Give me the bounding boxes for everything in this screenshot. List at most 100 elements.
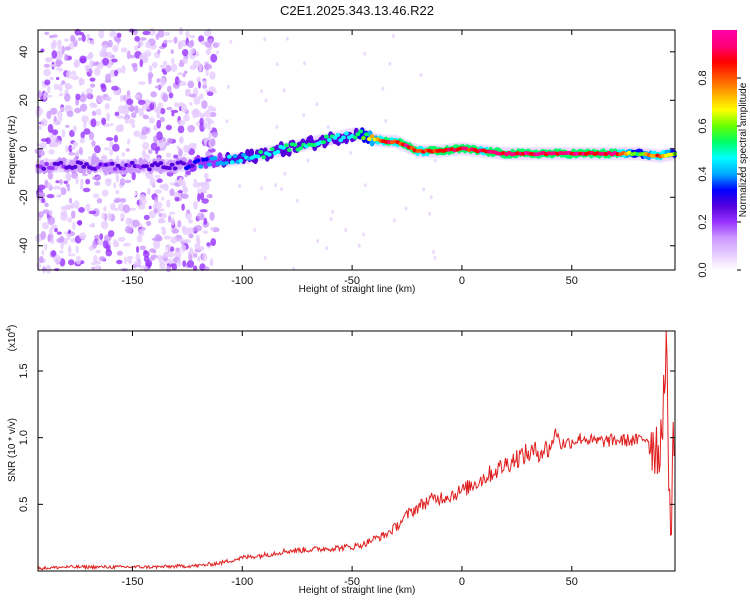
spectrogram-noise-blob	[160, 77, 166, 87]
spectrogram-noise-blob	[170, 63, 178, 72]
spectrogram-noise-blob	[174, 76, 180, 85]
spectrogram-noise-blob	[95, 108, 102, 116]
spectrogram-noise-blob	[61, 129, 66, 138]
spectrogram-noise-blob	[225, 119, 229, 124]
spectrogram-noise-blob	[49, 76, 54, 81]
spectrogram-noise-blob	[187, 189, 195, 194]
spectrogram-noise-blob	[204, 41, 212, 48]
spectrogram-noise-blob	[182, 73, 186, 78]
spectrogram-noise-blob	[207, 121, 211, 130]
spectrogram-ridge-core	[338, 138, 344, 143]
spectrogram-noise-blob	[98, 29, 105, 39]
spectrogram-noise-blob	[50, 227, 54, 231]
spectrogram-noise-blob	[46, 94, 53, 98]
spectrogram-noise-blob	[192, 60, 201, 68]
snr-exponent-power: 4	[6, 328, 13, 332]
spectrogram-noise-blob	[159, 208, 165, 212]
spectrogram-noise-blob	[178, 62, 185, 67]
spectrogram-noise-blob	[78, 147, 83, 156]
spectrogram-noise-blob	[199, 192, 205, 201]
spectrogram-noise-blob	[79, 137, 86, 144]
spectrogram-noise-blob	[182, 227, 190, 235]
spectrogram-noise-blob	[107, 212, 112, 221]
spectrogram-noise-blob	[157, 49, 161, 54]
spectrogram-noise-blob	[64, 38, 69, 42]
spectrogram-noise-blob	[166, 243, 171, 251]
spectrogram-noise-blob	[132, 191, 137, 197]
spectrogram-noise-blob	[57, 39, 62, 48]
spectrogram-noise-blob	[85, 203, 91, 212]
spectrogram-noise-blob	[197, 212, 201, 217]
colorbar-label: Normalized spectral amplitude	[738, 82, 749, 217]
spectrogram-noise-blob	[141, 126, 150, 135]
spectrogram-noise-blob	[205, 178, 212, 182]
colorbar-tick-label: 0.8	[697, 70, 709, 85]
spectrogram-noise-blob	[91, 140, 96, 147]
spectrogram-noise-blob	[182, 260, 187, 267]
spectrogram-noise-blob	[138, 228, 145, 237]
spectrogram-noise-blob	[114, 69, 119, 77]
spectrogram-noise-blob	[181, 49, 189, 57]
spectrogram-noise-blob	[81, 115, 89, 123]
spectrogram-noise-blob	[63, 227, 69, 233]
spectrogram-noise-blob	[206, 242, 211, 247]
spectrogram-noise-blob	[88, 131, 95, 141]
spectrogram-noise-blob	[126, 98, 134, 106]
spectrogram-noise-blob	[65, 104, 71, 110]
spectrogram-noise-blob	[160, 226, 166, 231]
spectrogram-ridge-body	[106, 164, 112, 173]
spectrogram-noise-blob	[133, 260, 142, 266]
spectrogram-noise-blob	[199, 209, 208, 213]
spectrogram-ridge-core	[84, 162, 89, 167]
spectrogram-noise-blob	[142, 142, 150, 150]
spectrogram-noise-blob	[46, 194, 55, 199]
spectrogram-noise-blob	[68, 152, 76, 156]
spectrogram-noise-blob	[126, 50, 131, 60]
spectrogram-noise-blob	[165, 152, 172, 158]
spectrogram-noise-blob	[60, 106, 65, 112]
spectrogram-noise-blob	[163, 39, 168, 45]
spectrogram-noise-blob	[198, 68, 202, 73]
spectrogram-noise-blob	[121, 65, 126, 74]
spectrogram-noise-blob	[56, 76, 60, 81]
spectrogram-ridge-core	[332, 135, 338, 140]
spectrogram-noise-blob	[143, 50, 150, 58]
spectrogram-noise-blob	[139, 245, 146, 251]
spectrogram-noise-blob	[129, 105, 135, 112]
spectrogram-noise-blob	[161, 228, 167, 236]
spectrogram-noise-blob	[204, 110, 212, 118]
spectrogram-noise-blob	[40, 118, 48, 127]
spectrogram-noise-blob	[280, 187, 284, 192]
spectrogram-noise-blob	[113, 134, 119, 143]
snr-series-line	[37, 330, 675, 571]
spectrogram-noise-blob	[45, 264, 52, 274]
spectrogram-noise-blob	[158, 217, 165, 223]
spectrogram-noise-blob	[132, 219, 140, 227]
spectrogram-noise-blob	[102, 57, 110, 66]
figure-title: C2E1.2025.343.13.46.R22	[280, 3, 434, 18]
spectrogram-ridge-core	[364, 132, 369, 137]
spectrogram-y-ticks: 40 20 0 -20 -40	[18, 46, 675, 254]
spectrogram-noise-blob	[68, 144, 73, 153]
spectrogram-noise-blob	[198, 81, 201, 89]
spectrogram-noise-blob	[91, 261, 97, 266]
spectrogram-noise-blob	[41, 249, 45, 256]
spectrogram-noise-blob	[422, 187, 426, 192]
spectrogram-noise-blob	[64, 46, 71, 51]
spectrogram-noise-blob	[145, 220, 152, 226]
spectrogram-noise-blob	[44, 243, 48, 251]
spectrogram-noise-blob	[54, 227, 58, 233]
spectrogram-ridge-core	[109, 161, 115, 166]
spectrogram-ridge-core	[361, 136, 366, 140]
spectrogram-noise-blob	[64, 93, 71, 102]
spectrogram-noise-blob	[209, 211, 215, 221]
spectrogram-noise-blob	[184, 173, 188, 178]
spectrogram-noise-blob	[95, 61, 100, 65]
spectrogram-noise-blob	[165, 124, 172, 131]
spectrogram-noise-blob	[75, 176, 79, 185]
spectrogram-noise-blob	[51, 250, 56, 257]
spectrogram-noise-blob	[43, 92, 47, 100]
colorbar-tick-label: 0.6	[697, 118, 709, 133]
spectrogram-noise-blob	[182, 57, 188, 65]
spectrogram-ridge-core	[226, 154, 232, 159]
